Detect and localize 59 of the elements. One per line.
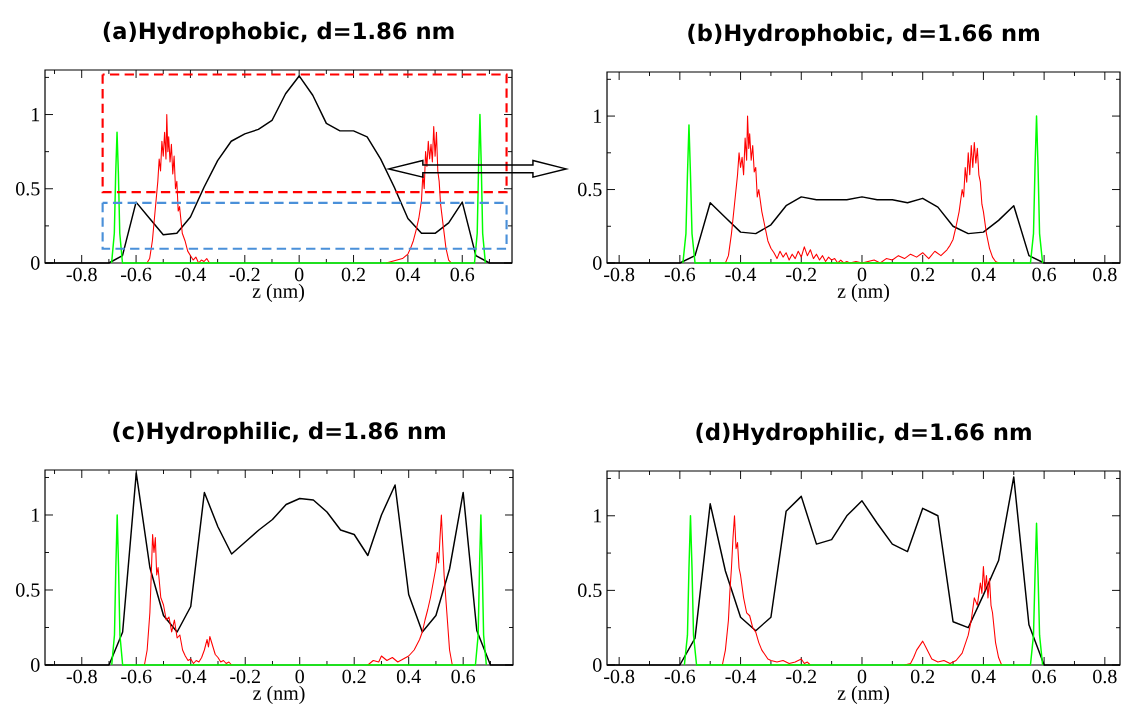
x-tick-label: -0.4 [175,669,207,684]
x-tick-label: -0.6 [664,669,696,684]
x-tick-label: -0.6 [664,267,696,282]
x-tick-label: 0.4 [396,267,421,282]
y-tick-label: 0.5 [16,583,40,597]
x-axis-title: z (nm) [837,685,889,704]
x-tick-label: -0.2 [786,267,816,282]
x-tick-label: -0.8 [66,669,97,684]
x-tick-label: -0.4 [725,669,757,684]
x-tick-label: 0.2 [910,267,935,282]
x-tick-label: 0.8 [1093,669,1117,684]
x-tick-label: 0.4 [971,669,996,684]
x-tick-label: 0.6 [1032,669,1057,684]
line-series [682,115,1044,264]
y-tick-label: 0.5 [578,583,602,598]
x-tick-label: 0 [295,669,304,684]
y-tick-label: 1 [594,509,602,523]
y-tick-label: 1 [32,508,40,522]
x-axis-title: z (nm) [253,685,305,704]
y-tick-label: 0 [593,658,602,672]
x-tick-label: -0.8 [604,669,635,684]
chart-title: (a)Hydrophobic, d=1.86 nm [103,21,454,44]
x-tick-label: -0.2 [229,267,260,282]
x-tick-label: 0.2 [910,669,935,684]
y-tick-label: 0.5 [16,181,40,196]
x-tick-label: -0.8 [66,267,97,282]
y-tick-label: 0 [31,658,40,672]
line-series [110,113,487,264]
chart-title: (d)Hydrophilic, d=1.66 nm [696,422,1031,445]
x-tick-label: 0.2 [341,267,365,282]
x-tick-label: -0.6 [121,669,152,684]
x-tick-label: 0.8 [1093,267,1117,282]
x-tick-label: -0.4 [175,267,206,282]
x-tick-label: 0.6 [450,267,475,282]
line-series [683,515,1044,666]
line-series [111,514,488,666]
x-tick-label: 0.6 [451,669,476,684]
x-tick-label: -0.6 [120,267,152,282]
x-tick-label: 0 [857,267,867,282]
x-tick-label: 0.2 [342,669,366,684]
x-tick-label: 0.4 [396,669,421,684]
x-tick-label: -0.4 [725,267,757,282]
chart-title: (c)Hydrophilic, d=1.86 nm [113,421,445,444]
x-tick-label: 0 [857,669,867,684]
y-tick-label: 0.5 [578,182,602,197]
x-tick-label: -0.2 [230,669,260,684]
x-axis-title: z (nm) [837,283,889,302]
y-tick-label: 1 [594,109,602,123]
y-tick-label: 0 [593,256,602,270]
y-tick-label: 1 [32,107,40,122]
x-axis-title: z (nm) [252,283,304,302]
x-tick-label: -0.8 [604,267,635,282]
x-tick-label: -0.2 [786,669,816,684]
x-tick-label: 0.4 [971,267,996,282]
x-tick-label: 0 [294,267,304,282]
x-tick-label: 0.6 [1032,267,1057,282]
y-tick-label: 0 [31,256,40,270]
line-series [724,115,1000,264]
chart-title: (b)Hydrophobic, d=1.66 nm [688,23,1039,46]
